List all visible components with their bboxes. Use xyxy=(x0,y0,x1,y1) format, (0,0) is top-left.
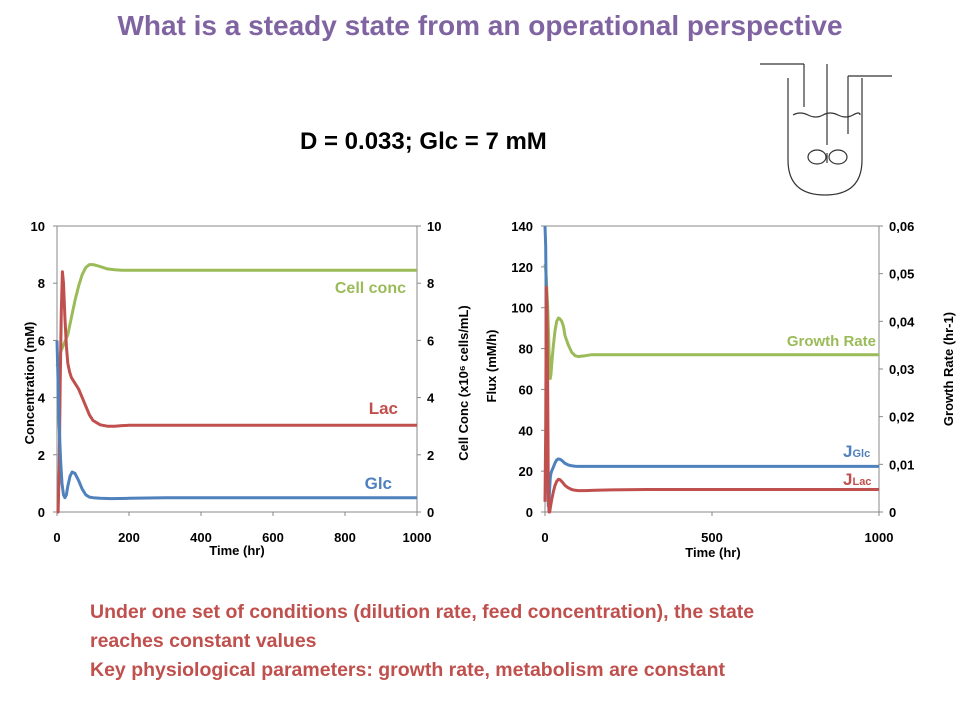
y-tick-label: 0 xyxy=(38,505,45,520)
left-series-lines xyxy=(55,263,417,514)
j-lac-label: JLac xyxy=(843,470,871,489)
y-tick-label: 20 xyxy=(519,464,533,479)
y2-tick-label: 10 xyxy=(427,219,441,234)
y2-tick-label: 0,04 xyxy=(889,314,915,329)
bioreactor-icon xyxy=(760,63,892,196)
y2-tick-label: 0,05 xyxy=(889,267,914,282)
x-tick-label: 1000 xyxy=(865,530,894,545)
bottom-line-3: Key physiological parameters: growth rat… xyxy=(90,659,726,681)
left-x-ticks: 0 200 400 600 800 1000 xyxy=(53,512,431,545)
x-tick-label: 500 xyxy=(701,530,723,545)
y2-tick-label: 0,01 xyxy=(889,457,914,472)
right-y2-ticks: 0 0,01 0,02 0,03 0,04 0,05 0,06 xyxy=(879,219,915,520)
y2-tick-label: 0,06 xyxy=(889,219,914,234)
y-tick-label: 4 xyxy=(38,391,46,406)
left-x-axis-label: Time (hr) xyxy=(209,543,264,558)
y-tick-label: 60 xyxy=(519,382,533,397)
j-glc-main: J xyxy=(843,442,852,461)
y-tick-label: 10 xyxy=(31,219,45,234)
left-y2-axis-label: Cell Conc (x10⁶ cells/mL) xyxy=(456,305,471,461)
series-line-growth-rate xyxy=(543,263,879,380)
y2-tick-label: 2 xyxy=(427,448,434,463)
x-tick-label: 0 xyxy=(541,530,548,545)
y-tick-label: 100 xyxy=(511,301,533,316)
series-line-glc xyxy=(55,340,417,501)
y2-tick-label: 0 xyxy=(427,505,434,520)
y-tick-label: 8 xyxy=(38,276,45,291)
y-tick-label: 2 xyxy=(38,448,45,463)
condition-subtitle: D = 0.033; Glc = 7 mM xyxy=(300,128,547,155)
j-lac-main: J xyxy=(843,470,852,489)
y2-tick-label: 8 xyxy=(427,276,434,291)
x-tick-label: 0 xyxy=(53,530,60,545)
y2-tick-label: 4 xyxy=(427,391,435,406)
series-line-j-lac xyxy=(543,285,879,514)
y-tick-label: 120 xyxy=(511,260,533,275)
left-y-axis-label: Concentration (mM) xyxy=(22,322,37,445)
left-chart: 0 2 4 6 8 10 0 2 4 6 8 10 0 200 400 600 800 1000 Concen… xyxy=(22,219,471,558)
right-x-axis-label: Time (hr) xyxy=(685,545,740,560)
x-tick-label: 200 xyxy=(118,530,140,545)
left-y2-ticks: 0 2 4 6 8 10 xyxy=(417,219,441,520)
left-y-ticks: 0 2 4 6 8 10 xyxy=(31,219,57,520)
lac-label: Lac xyxy=(369,399,398,418)
growth-rate-label: Growth Rate xyxy=(787,333,876,350)
x-tick-label: 1000 xyxy=(403,530,432,545)
y-tick-label: 40 xyxy=(519,423,533,438)
x-tick-label: 800 xyxy=(334,530,356,545)
cell-conc-label: Cell conc xyxy=(335,280,406,297)
right-series-lines xyxy=(543,225,879,514)
j-glc-label: JGlc xyxy=(843,442,870,461)
y2-tick-label: 6 xyxy=(427,333,434,348)
x-tick-label: 400 xyxy=(190,530,212,545)
series-line-lac xyxy=(56,270,417,514)
bottom-line-2: reaches constant values xyxy=(90,630,317,652)
y2-tick-label: 0 xyxy=(889,505,896,520)
j-lac-sub: Lac xyxy=(852,476,871,488)
bottom-text: Under one set of conditions (dilution ra… xyxy=(90,598,910,685)
bottom-line-1: Under one set of conditions (dilution ra… xyxy=(90,601,755,623)
right-chart: 0 20 40 60 80 100 120 140 0 0,01 0,02 0,03 0,04 0,05… xyxy=(484,219,956,560)
right-y-ticks: 0 20 40 60 80 100 120 140 xyxy=(511,219,545,520)
right-x-ticks: 0 500 1000 xyxy=(541,512,893,545)
glc-label: Glc xyxy=(365,474,392,493)
y-tick-label: 140 xyxy=(511,219,533,234)
right-y-axis-label: Flux (mM/h) xyxy=(484,330,499,403)
right-plot-area xyxy=(544,225,880,513)
y2-tick-label: 0,03 xyxy=(889,362,914,377)
series-line-j-glc xyxy=(543,225,879,508)
y-tick-label: 6 xyxy=(38,333,45,348)
y-tick-label: 0 xyxy=(526,505,533,520)
j-glc-sub: Glc xyxy=(852,448,870,460)
y2-tick-label: 0,02 xyxy=(889,410,914,425)
page-title: What is a steady state from an operation… xyxy=(117,10,843,41)
x-tick-label: 600 xyxy=(262,530,284,545)
right-y2-axis-label: Growth Rate (hr-1) xyxy=(941,312,956,426)
y-tick-label: 80 xyxy=(519,342,533,357)
